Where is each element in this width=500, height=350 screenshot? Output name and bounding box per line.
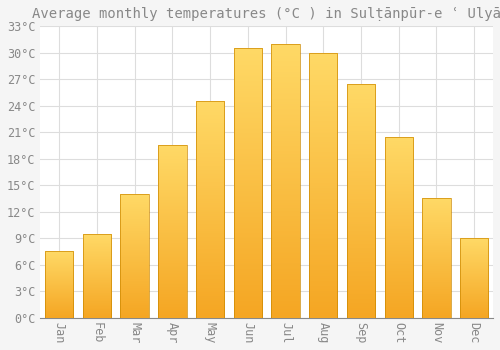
Bar	[384, 136, 413, 317]
Bar	[309, 53, 338, 317]
Bar	[45, 251, 74, 317]
Bar	[83, 234, 111, 317]
Bar	[120, 194, 149, 317]
Bar	[196, 101, 224, 317]
Bar	[384, 136, 413, 317]
Bar	[234, 48, 262, 317]
Bar	[460, 238, 488, 317]
Bar	[309, 53, 338, 317]
Bar	[45, 251, 74, 317]
Bar	[460, 238, 488, 317]
Bar	[158, 145, 186, 317]
Bar	[347, 84, 375, 317]
Bar	[234, 48, 262, 317]
Title: Average monthly temperatures (°C ) in Sulṭānpūr-e ʿ Ulyā: Average monthly temperatures (°C ) in Su…	[32, 7, 500, 21]
Bar	[347, 84, 375, 317]
Bar	[272, 44, 299, 317]
Bar	[158, 145, 186, 317]
Bar	[83, 234, 111, 317]
Bar	[120, 194, 149, 317]
Bar	[196, 101, 224, 317]
Bar	[422, 198, 450, 317]
Bar	[272, 44, 299, 317]
Bar	[422, 198, 450, 317]
